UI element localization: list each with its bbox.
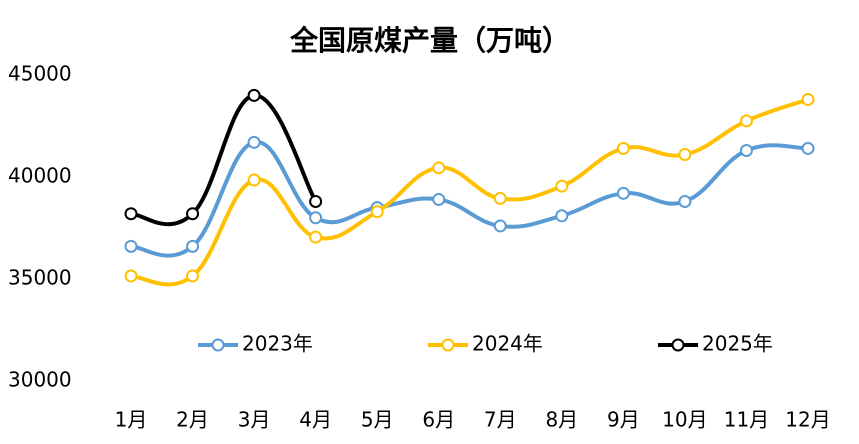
legend-marker <box>211 338 225 352</box>
data-point <box>247 88 261 102</box>
legend-label: 2025年 <box>702 332 773 356</box>
chart-title: 全国原煤产量（万吨） <box>289 24 570 57</box>
x-tick-label: 6月 <box>422 408 455 432</box>
data-point <box>309 230 323 244</box>
data-point <box>493 219 507 233</box>
x-tick-label: 12月 <box>785 408 830 432</box>
data-point <box>801 92 815 106</box>
data-point <box>186 269 200 283</box>
y-tick-label: 45000 <box>8 62 72 86</box>
data-point <box>555 179 569 193</box>
legend-label: 2024年 <box>472 332 543 356</box>
data-point <box>247 135 261 149</box>
data-point <box>124 269 138 283</box>
y-tick-label: 35000 <box>8 266 72 290</box>
data-point <box>493 191 507 205</box>
x-tick-label: 11月 <box>724 408 769 432</box>
data-point <box>309 211 323 225</box>
x-tick-label: 3月 <box>238 408 271 432</box>
data-point <box>739 143 753 157</box>
x-tick-label: 5月 <box>361 408 394 432</box>
data-point <box>124 207 138 221</box>
y-tick-label: 40000 <box>8 164 72 188</box>
data-point <box>186 207 200 221</box>
legend-marker <box>441 338 455 352</box>
legend-label: 2023年 <box>242 332 313 356</box>
data-point <box>739 114 753 128</box>
x-tick-label: 1月 <box>115 408 148 432</box>
data-point <box>186 239 200 253</box>
data-point <box>247 173 261 187</box>
legend-marker <box>671 338 685 352</box>
data-point <box>309 194 323 208</box>
data-point <box>432 192 446 206</box>
data-point <box>432 161 446 175</box>
x-tick-label: 8月 <box>545 408 578 432</box>
data-point <box>616 141 630 155</box>
data-point <box>370 205 384 219</box>
data-point <box>678 148 692 162</box>
x-tick-label: 10月 <box>662 408 707 432</box>
x-tick-label: 4月 <box>299 408 332 432</box>
x-tick-label: 7月 <box>484 408 517 432</box>
y-tick-label: 30000 <box>8 368 72 392</box>
data-point <box>801 141 815 155</box>
data-point <box>555 209 569 223</box>
data-point <box>678 194 692 208</box>
data-point <box>616 186 630 200</box>
x-tick-label: 9月 <box>607 408 640 432</box>
x-tick-label: 2月 <box>176 408 209 432</box>
series-line <box>130 93 318 227</box>
data-point <box>124 239 138 253</box>
